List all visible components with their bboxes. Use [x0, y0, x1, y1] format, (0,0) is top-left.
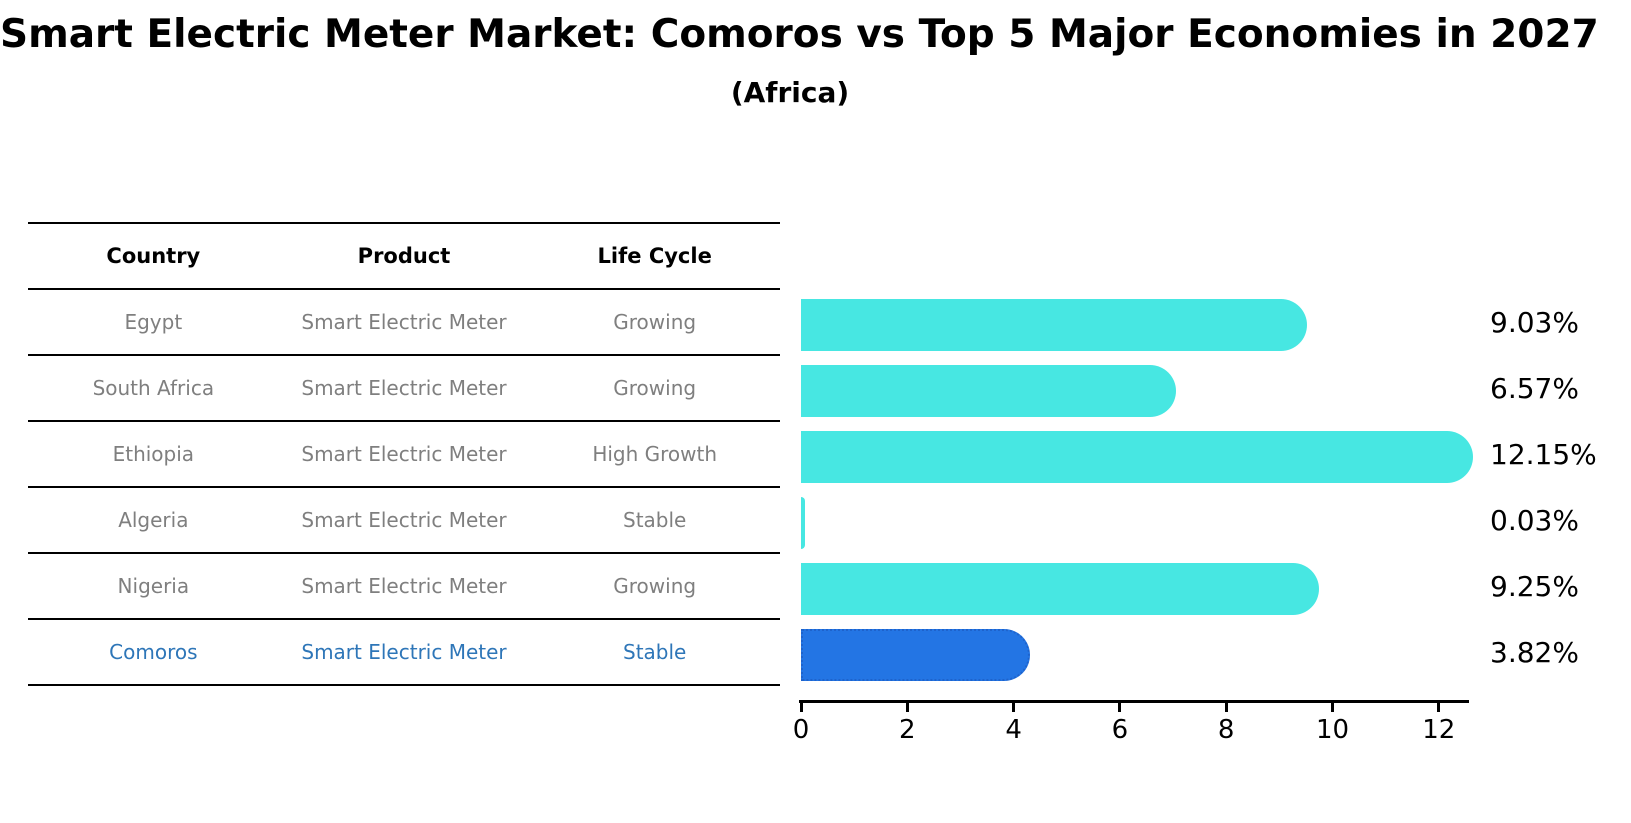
table-body: Egypt Smart Electric Meter Growing South Af…: [28, 290, 780, 686]
bar-south-africa: [801, 365, 1177, 417]
bar-algeria: [801, 497, 805, 549]
x-axis-tick-label-0: 0: [792, 715, 810, 745]
x-axis-tick-2: [905, 703, 909, 712]
column-header-country: Country: [106, 243, 201, 268]
table-cell-life-cycle: Growing: [613, 376, 697, 400]
page-subtitle: (Africa): [730, 76, 850, 109]
column-header-product: Product: [357, 243, 451, 268]
table-row-nigeria: Nigeria Smart Electric Meter Growing: [28, 554, 780, 620]
table-header-row: Country Product Life Cycle: [28, 224, 780, 290]
table-cell-product: Smart Electric Meter: [301, 640, 507, 664]
x-axis-tick-label-8: 8: [1217, 715, 1235, 745]
value-label-egypt: 9.03%: [1490, 306, 1579, 339]
market-comparison-table: Country Product Life Cycle Egypt Smart Elec…: [28, 222, 780, 686]
bar-ethiopia: [801, 431, 1473, 483]
table-cell-country: Algeria: [118, 508, 189, 532]
table-cell-product: Smart Electric Meter: [301, 442, 507, 466]
table-cell-product: Smart Electric Meter: [301, 574, 507, 598]
x-axis-tick-6: [1118, 703, 1122, 712]
table-cell-life-cycle: High Growth: [592, 442, 718, 466]
x-axis-tick-label-6: 6: [1111, 715, 1129, 745]
table-row-comoros: Comoros Smart Electric Meter Stable: [28, 620, 780, 686]
value-label-comoros: 3.82%: [1490, 636, 1579, 669]
value-label-ethiopia: 12.15%: [1490, 438, 1597, 471]
table-cell-country: South Africa: [92, 376, 215, 400]
table-cell-life-cycle: Growing: [613, 574, 697, 598]
table-cell-life-cycle: Stable: [623, 640, 687, 664]
table-cell-life-cycle: Stable: [623, 508, 687, 532]
x-axis-tick-label-4: 4: [1005, 715, 1022, 745]
table-cell-product: Smart Electric Meter: [301, 508, 507, 532]
table-cell-product: Smart Electric Meter: [301, 376, 507, 400]
x-axis-tick-4: [1012, 703, 1016, 712]
value-label-algeria: 0.03%: [1490, 504, 1579, 537]
value-label-south-africa: 6.57%: [1490, 372, 1579, 405]
table-cell-country: Comoros: [109, 640, 198, 664]
x-axis-tick-12: [1437, 703, 1441, 712]
value-label-nigeria: 9.25%: [1490, 570, 1579, 603]
x-axis-tick-label-12: 12: [1422, 715, 1456, 745]
bar-egypt: [801, 299, 1307, 351]
table-row-south-africa: South Africa Smart Electric Meter Growing: [28, 356, 780, 422]
table-row-algeria: Algeria Smart Electric Meter Stable: [28, 488, 780, 554]
table-cell-country: Egypt: [124, 310, 183, 334]
x-axis-tick-0: [799, 703, 803, 712]
page-title: Smart Electric Meter Market: Comoros vs …: [0, 12, 1599, 57]
table-cell-country: Nigeria: [117, 574, 190, 598]
bar-comoros: [801, 629, 1030, 681]
table-row-ethiopia: Ethiopia Smart Electric Meter High Growth: [28, 422, 780, 488]
x-axis-spine: [799, 700, 1469, 703]
x-axis-tick-label-2: 2: [899, 715, 916, 745]
x-axis-tick-8: [1224, 703, 1228, 712]
x-axis-tick-10: [1331, 703, 1334, 712]
bar-nigeria: [801, 563, 1319, 615]
x-axis-tick-label-10: 10: [1315, 715, 1350, 745]
table-cell-life-cycle: Growing: [613, 310, 697, 334]
table-cell-product: Smart Electric Meter: [301, 310, 507, 334]
column-header-life-cycle: Life Cycle: [597, 243, 712, 268]
table-cell-country: Ethiopia: [112, 442, 195, 466]
table-row-egypt: Egypt Smart Electric Meter Growing: [28, 290, 780, 356]
